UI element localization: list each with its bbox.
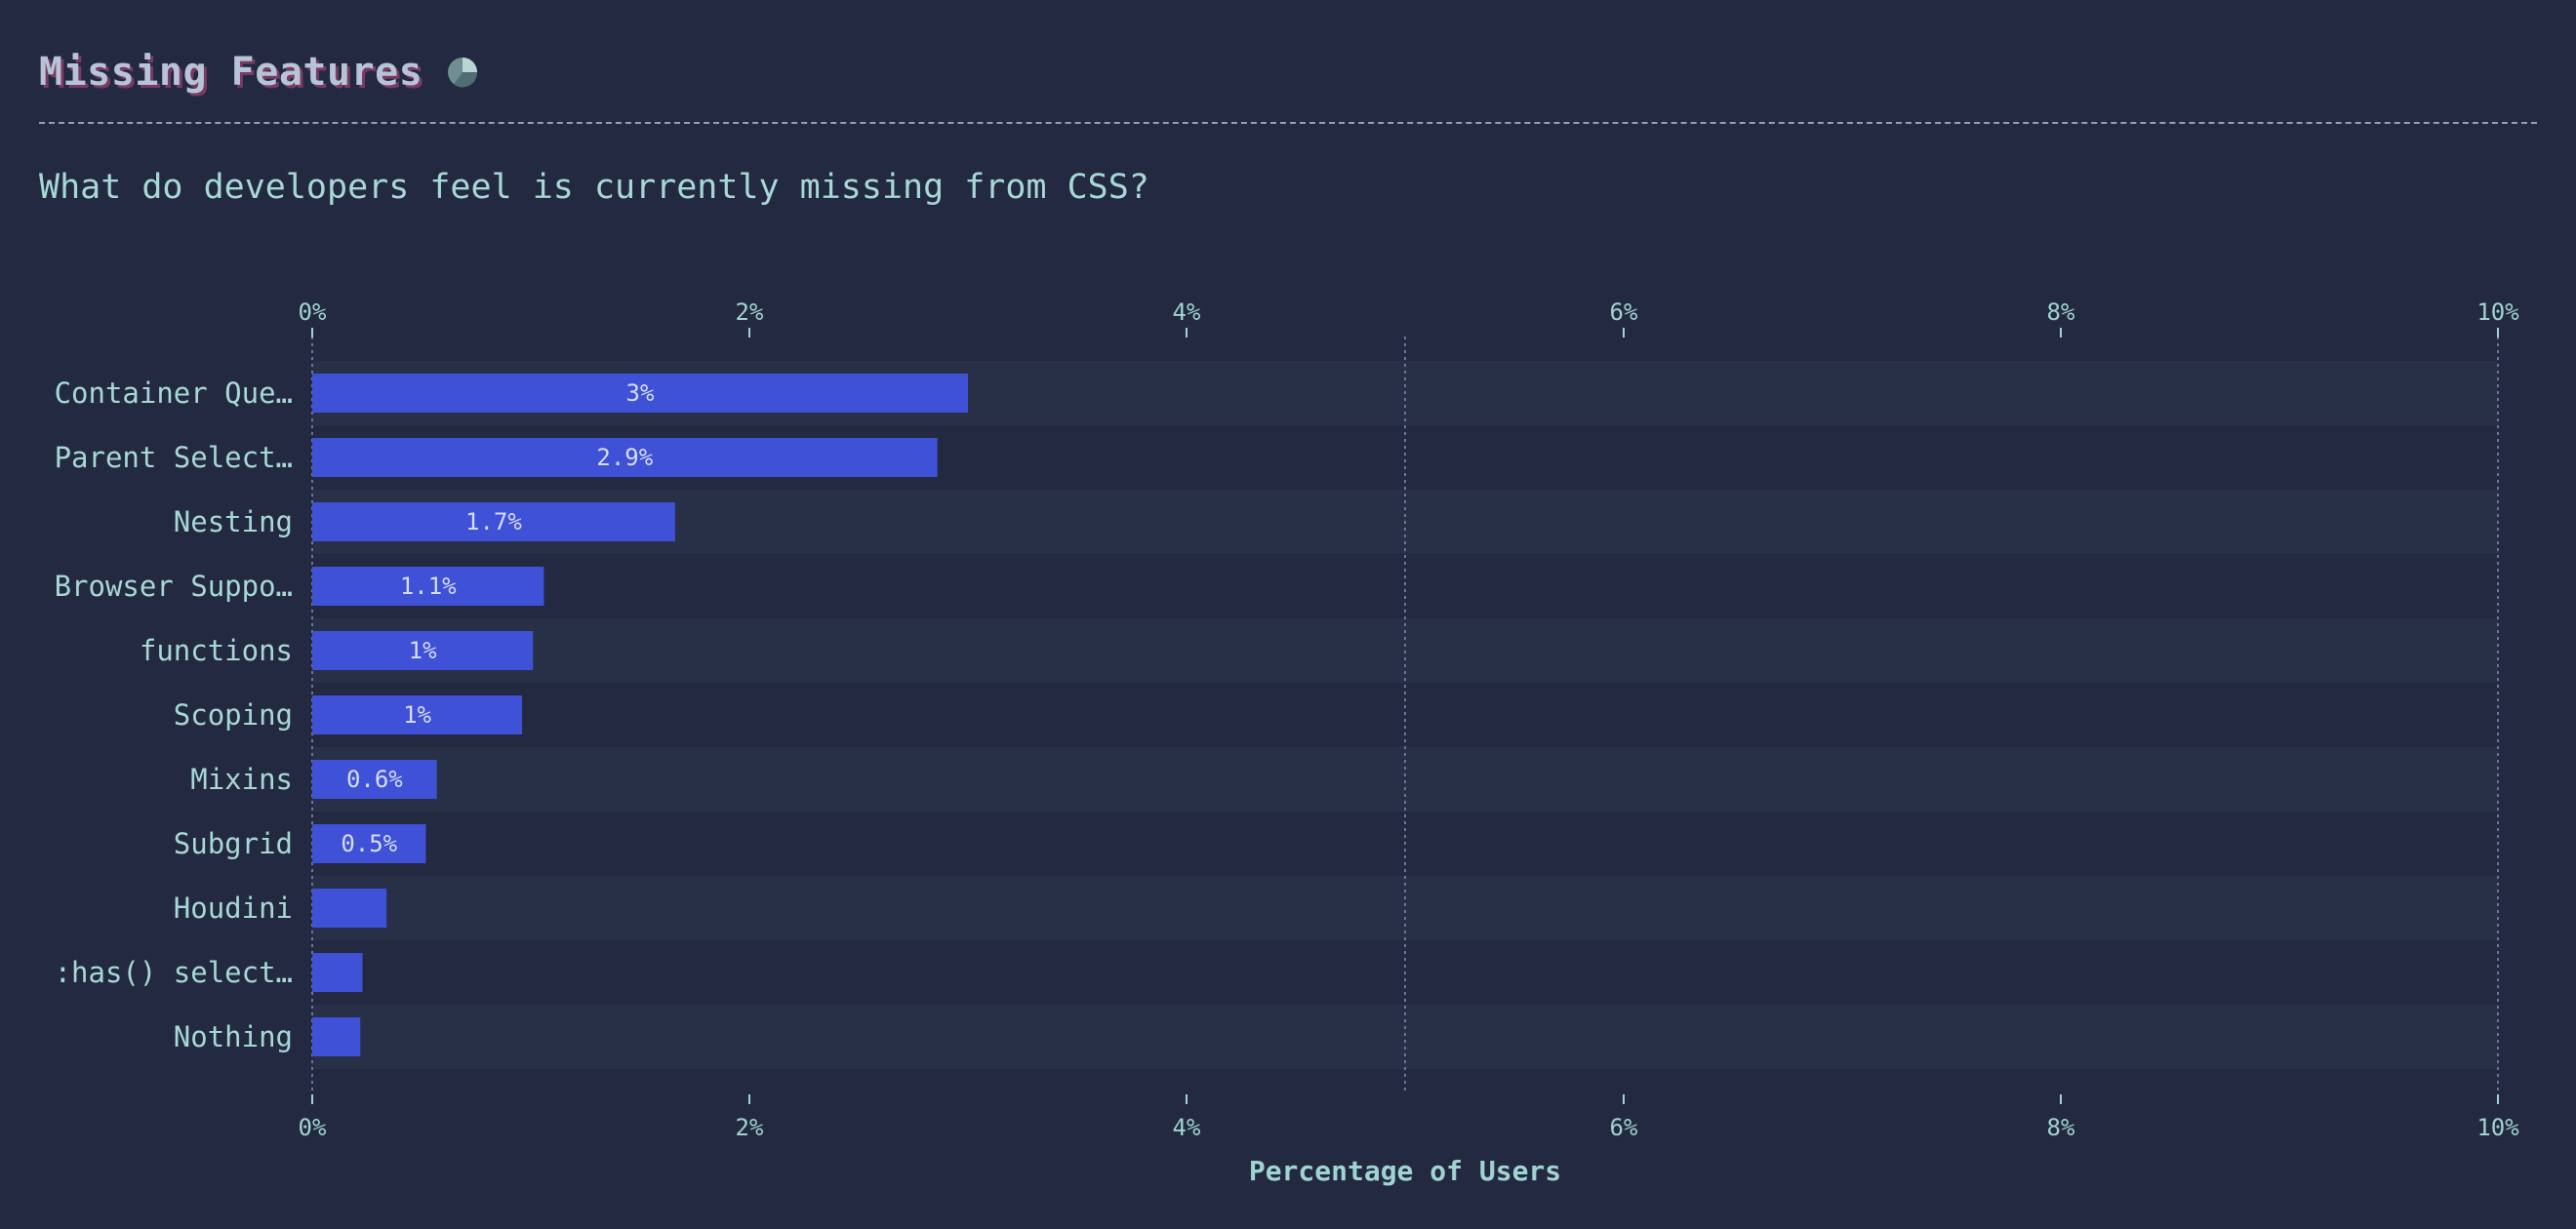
bar[interactable] bbox=[312, 374, 968, 413]
bar[interactable] bbox=[312, 567, 544, 606]
x-tick-label-bottom: 2% bbox=[736, 1114, 764, 1141]
bar[interactable] bbox=[312, 502, 675, 541]
bar[interactable] bbox=[312, 760, 437, 799]
x-tick-label-bottom: 0% bbox=[299, 1114, 327, 1141]
category-label: Scoping bbox=[174, 698, 293, 732]
category-label: Houdini bbox=[174, 892, 293, 925]
x-axis-title: Percentage of Users bbox=[1249, 1155, 1561, 1187]
bar-value-label: 1% bbox=[403, 701, 431, 729]
page-title: Missing Features bbox=[39, 50, 423, 95]
x-tick-label-top: 6% bbox=[1610, 298, 1638, 326]
chart-question: What do developers feel is currently mis… bbox=[39, 168, 1149, 207]
bars bbox=[312, 374, 968, 1056]
bar[interactable] bbox=[312, 631, 534, 670]
x-tick-label-top: 2% bbox=[736, 298, 764, 326]
pie-chart-icon[interactable] bbox=[446, 56, 479, 89]
category-label: Parent Select… bbox=[55, 441, 293, 474]
bar-value-label: 1% bbox=[409, 637, 437, 664]
category-labels: Container Que… Parent Select… Nesting Brows… bbox=[55, 377, 293, 1053]
x-axis-top: 0% 2% 4% 6% 8% 10% bbox=[299, 298, 2519, 337]
x-tick-label-bottom: 8% bbox=[2047, 1114, 2075, 1141]
x-tick-label-bottom: 10% bbox=[2476, 1114, 2519, 1141]
bar-value-label: 2.9% bbox=[596, 444, 653, 471]
x-tick-label-top: 4% bbox=[1173, 298, 1201, 326]
category-label: :has() select… bbox=[55, 956, 293, 989]
row-stripe bbox=[312, 876, 2498, 940]
bar[interactable] bbox=[312, 889, 387, 928]
bar-value-label: 0.5% bbox=[341, 830, 397, 857]
bar-value-label: 1.1% bbox=[400, 573, 457, 600]
chart-header: Missing Features bbox=[39, 43, 2537, 101]
bar-value-label: 1.7% bbox=[465, 508, 522, 535]
category-label: Mixins bbox=[190, 763, 293, 796]
x-tick-label-top: 0% bbox=[299, 298, 327, 326]
x-tick-label-top: 8% bbox=[2047, 298, 2075, 326]
category-label: Nesting bbox=[174, 505, 293, 538]
bar-value-labels: 3% 2.9% 1.7% 1.1% 1% 1% 0.6% 0.5% bbox=[341, 379, 655, 857]
bar[interactable] bbox=[312, 1017, 361, 1056]
header-divider bbox=[39, 122, 2537, 124]
x-tick-label-bottom: 6% bbox=[1610, 1114, 1638, 1141]
category-label: Nothing bbox=[174, 1020, 293, 1053]
x-tick-label-bottom: 4% bbox=[1173, 1114, 1201, 1141]
bar[interactable] bbox=[312, 695, 523, 734]
category-label: functions bbox=[140, 634, 293, 667]
category-label: Container Que… bbox=[55, 377, 293, 410]
bar[interactable] bbox=[312, 953, 363, 992]
bar-value-label: 0.6% bbox=[346, 766, 403, 793]
bar[interactable] bbox=[312, 824, 426, 863]
bar-value-label: 3% bbox=[626, 379, 655, 407]
x-axis-bottom: 0% 2% 4% 6% 8% 10% bbox=[299, 1094, 2519, 1141]
title-row: Missing Features bbox=[39, 43, 2537, 101]
category-label: Subgrid bbox=[174, 827, 293, 860]
category-label: Browser Suppo… bbox=[55, 570, 293, 603]
x-tick-label-top: 10% bbox=[2476, 298, 2519, 326]
bar[interactable] bbox=[312, 438, 938, 477]
